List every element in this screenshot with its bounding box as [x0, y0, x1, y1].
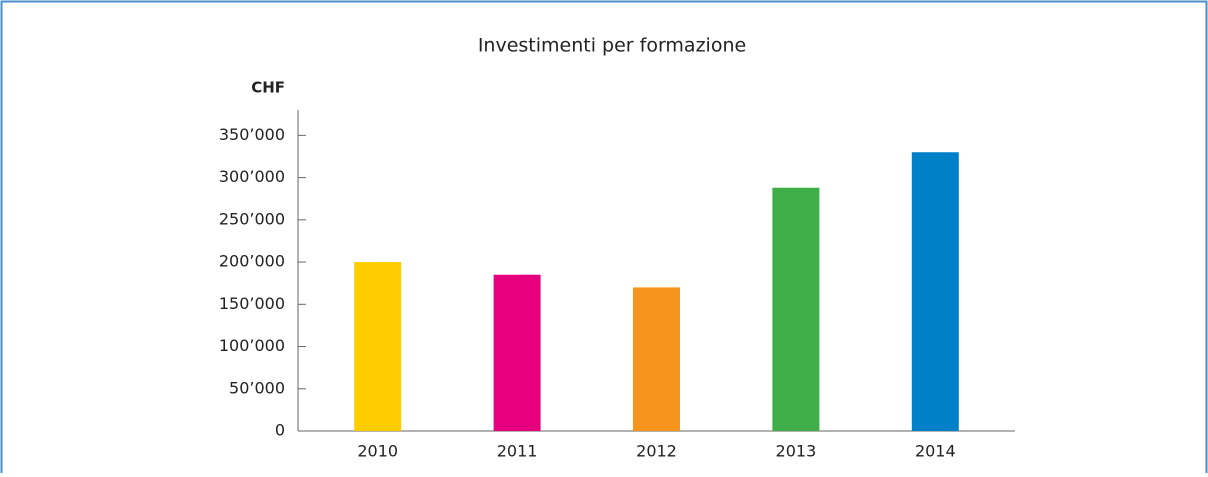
chart-title: Investimenti per formazione [478, 35, 746, 57]
x-tick-label: 2013 [776, 442, 817, 461]
bar [354, 262, 402, 431]
bar [493, 274, 541, 431]
x-tick-label: 2014 [915, 442, 956, 461]
y-tick-label: 350’000 [219, 125, 285, 144]
y-tick-label: 250’000 [219, 209, 285, 228]
y-tick-label: 200’000 [219, 252, 285, 271]
bar [772, 187, 820, 431]
y-tick-label: 100’000 [219, 336, 285, 355]
y-tick-label: 0 [275, 421, 285, 440]
x-tick-label: 2010 [357, 442, 398, 461]
bar [633, 287, 680, 431]
y-tick-label: 50’000 [229, 378, 285, 397]
y-tick-label: 300’000 [219, 167, 285, 186]
y-tick-label: 150’000 [219, 294, 285, 313]
x-tick-label: 2011 [497, 442, 538, 461]
x-tick-label: 2012 [636, 442, 677, 461]
y-axis-label: CHF [251, 79, 285, 97]
bar [911, 152, 959, 431]
